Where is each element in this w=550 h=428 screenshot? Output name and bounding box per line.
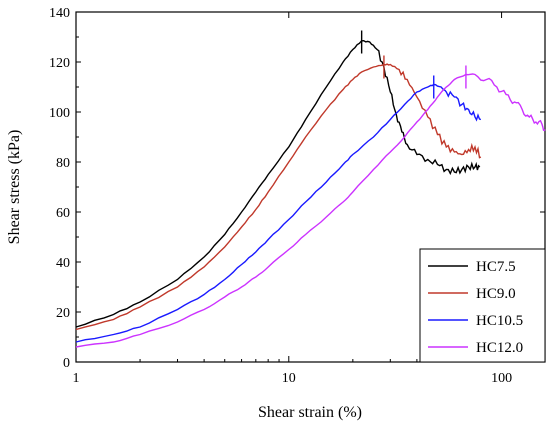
y-axis-ticks: 0 20 40 60 80 100 120 140 [49,6,545,371]
y-tick-label: 120 [49,56,70,71]
legend-label: HC9.0 [476,286,516,302]
series-line-hc7-5 [75,39,481,328]
y-tick-label: 100 [49,106,70,121]
legend-label: HC10.5 [476,313,523,329]
series-line-hc12-0 [75,73,546,348]
y-axis-title: Shear stress (kPa) [6,130,23,245]
y-tick-label: 80 [56,156,70,171]
legend-label: HC7.5 [476,259,516,275]
y-tick-label: 60 [56,206,70,221]
legend-label: HC12.0 [476,340,523,356]
x-tick-label: 100 [491,371,512,386]
series-line-hc10-5 [75,83,482,343]
legend: HC7.5 HC9.0 HC10.5 HC12.0 [419,248,546,363]
x-tick-label: 10 [282,371,296,386]
y-tick-label: 0 [63,356,70,371]
x-tick-label: 1 [73,371,80,386]
y-tick-label: 20 [56,306,70,321]
series-line-hc9-0 [75,63,482,331]
y-tick-label: 140 [49,6,70,21]
series-layer [75,30,546,348]
y-tick-label: 40 [56,256,70,271]
legend-box [419,248,546,363]
x-axis-ticks: 1 10 100 [73,12,512,386]
x-axis-title: Shear strain (%) [258,404,362,421]
